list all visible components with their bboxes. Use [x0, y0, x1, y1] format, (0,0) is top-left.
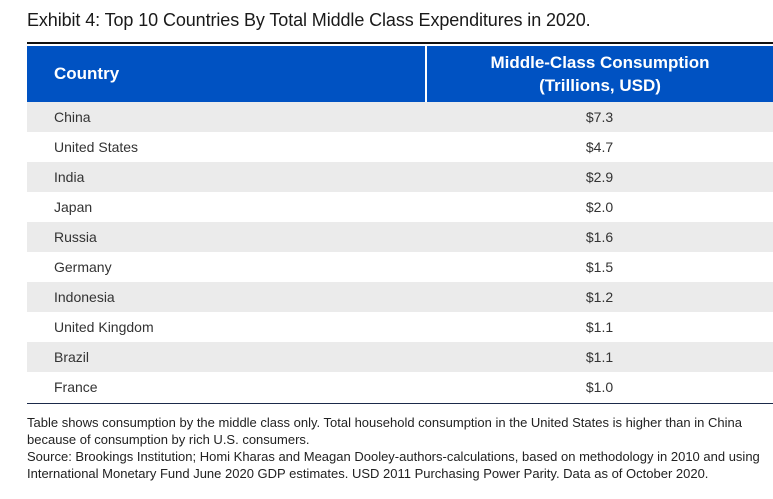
top-divider — [27, 42, 773, 44]
consumption-cell: $2.9 — [426, 162, 773, 192]
country-cell: Brazil — [27, 342, 426, 372]
table-row: India $2.9 — [27, 162, 773, 192]
table-row: France $1.0 — [27, 372, 773, 402]
table-header-row: Country Middle-Class Consumption (Trilli… — [27, 46, 773, 102]
bottom-divider — [27, 403, 773, 404]
header-consumption: Middle-Class Consumption (Trillions, USD… — [426, 46, 773, 102]
table-row: China $7.3 — [27, 102, 773, 132]
table-row: Russia $1.6 — [27, 222, 773, 252]
table-row: Germany $1.5 — [27, 252, 773, 282]
consumption-cell: $1.1 — [426, 312, 773, 342]
country-cell: China — [27, 102, 426, 132]
footnotes: Table shows consumption by the middle cl… — [27, 414, 773, 482]
consumption-cell: $1.1 — [426, 342, 773, 372]
consumption-cell: $1.6 — [426, 222, 773, 252]
country-cell: United Kingdom — [27, 312, 426, 342]
table-row: United States $4.7 — [27, 132, 773, 162]
table-row: Indonesia $1.2 — [27, 282, 773, 312]
consumption-cell: $1.5 — [426, 252, 773, 282]
consumption-cell: $1.0 — [426, 372, 773, 402]
table-row: Japan $2.0 — [27, 192, 773, 222]
country-cell: India — [27, 162, 426, 192]
country-cell: France — [27, 372, 426, 402]
consumption-cell: $1.2 — [426, 282, 773, 312]
country-cell: Indonesia — [27, 282, 426, 312]
country-cell: Japan — [27, 192, 426, 222]
table-row: United Kingdom $1.1 — [27, 312, 773, 342]
source-text: Source: Brookings Institution; Homi Khar… — [27, 449, 760, 481]
country-cell: Germany — [27, 252, 426, 282]
consumption-cell: $4.7 — [426, 132, 773, 162]
exhibit-title: Exhibit 4: Top 10 Countries By Total Mid… — [27, 10, 591, 30]
footnote-text: Table shows consumption by the middle cl… — [27, 415, 742, 447]
header-country: Country — [27, 46, 427, 102]
table-row: Brazil $1.1 — [27, 342, 773, 372]
consumption-table: Country Middle-Class Consumption (Trilli… — [27, 46, 773, 402]
country-cell: United States — [27, 132, 426, 162]
consumption-cell: $2.0 — [426, 192, 773, 222]
header-consumption-line1: Middle-Class Consumption — [490, 53, 710, 72]
header-consumption-line2: (Trillions, USD) — [539, 76, 661, 95]
country-cell: Russia — [27, 222, 426, 252]
consumption-cell: $7.3 — [426, 102, 773, 132]
